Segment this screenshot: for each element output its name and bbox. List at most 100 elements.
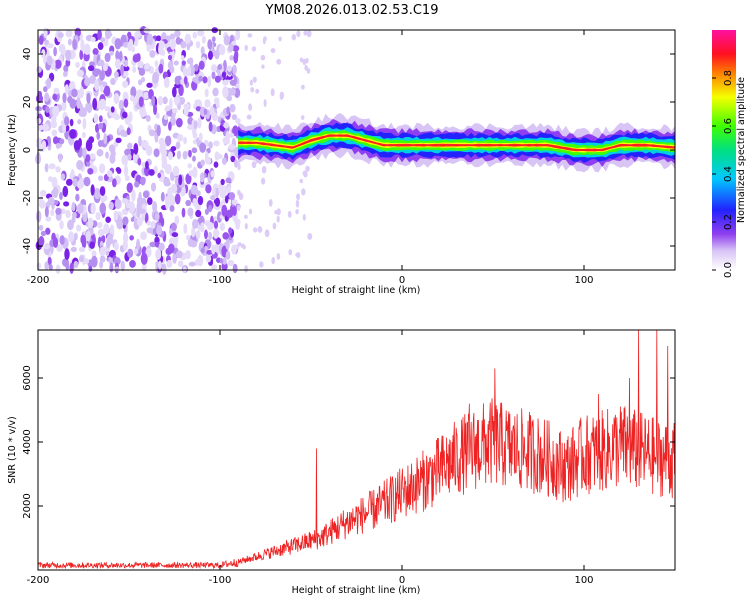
noise-cell — [225, 177, 232, 184]
noise-cell — [84, 77, 91, 87]
noise-cell — [214, 197, 221, 207]
noise-cell — [97, 59, 105, 67]
noise-cell — [86, 161, 91, 167]
noise-cell — [52, 93, 58, 101]
colorbar-tick-label: 0.0 — [723, 262, 734, 278]
noise-cell — [225, 250, 231, 261]
noise-cell — [86, 92, 91, 104]
noise-cell — [221, 71, 227, 79]
noise-cell — [36, 66, 42, 73]
noise-cell — [295, 208, 299, 215]
noise-cell — [187, 163, 193, 169]
noise-cell — [146, 33, 154, 46]
noise-cell — [146, 44, 151, 52]
noise-cell — [128, 111, 133, 123]
noise-cell — [130, 216, 135, 223]
noise-cell — [78, 109, 86, 117]
noise-cell — [155, 35, 162, 42]
noise-cell — [71, 216, 76, 224]
noise-cell — [39, 195, 43, 205]
noise-cell — [167, 151, 173, 161]
noise-cell — [47, 256, 52, 266]
noise-cell — [270, 88, 275, 97]
noise-cell — [96, 100, 102, 110]
noise-cell — [227, 259, 235, 267]
spectrogram-y-ticks: -40 -20 0 20 40 — [22, 48, 675, 254]
noise-cell — [306, 67, 311, 74]
noise-cell — [57, 32, 64, 38]
noise-cell — [105, 31, 113, 38]
noise-cell — [138, 79, 143, 86]
noise-cell — [98, 163, 106, 174]
noise-cell — [169, 97, 173, 110]
noise-cell — [118, 99, 125, 111]
noise-cell — [149, 241, 157, 248]
noise-cell — [126, 182, 133, 193]
noise-cell — [170, 38, 176, 51]
noise-cell — [46, 43, 54, 49]
noise-cell — [237, 189, 241, 196]
noise-cell — [191, 147, 198, 154]
noise-cell — [171, 107, 178, 114]
noise-cell — [137, 60, 144, 68]
noise-cell — [124, 59, 128, 68]
noise-cell — [113, 257, 121, 266]
noise-cell — [67, 95, 73, 104]
noise-cell — [44, 206, 49, 218]
noise-cell — [85, 103, 90, 111]
noise-cell — [160, 217, 165, 227]
noise-cell — [206, 249, 213, 255]
noise-cell — [76, 179, 85, 190]
noise-cell — [215, 153, 223, 160]
noise-cell — [132, 54, 139, 63]
noise-cell — [99, 260, 104, 269]
noise-cell — [183, 75, 188, 85]
noise-cell — [156, 124, 161, 137]
noise-cell — [104, 105, 110, 112]
noise-cell — [148, 169, 155, 176]
noise-cell — [247, 33, 253, 38]
noise-cell — [123, 98, 129, 108]
noise-cell — [94, 187, 101, 200]
noise-cell — [201, 35, 206, 44]
noise-cell — [59, 191, 63, 201]
noise-cell — [217, 211, 223, 223]
noise-cell — [136, 207, 141, 219]
noise-cell — [125, 202, 132, 209]
noise-cell — [272, 222, 277, 230]
noise-cell — [228, 43, 234, 52]
noise-cell — [166, 259, 173, 268]
noise-cell — [85, 230, 91, 242]
noise-cell — [97, 42, 104, 50]
noise-cell — [99, 84, 104, 93]
x-tick-label: -200 — [27, 275, 50, 286]
noise-cell — [208, 121, 213, 132]
noise-cell — [64, 84, 69, 95]
noise-cell — [306, 30, 312, 38]
noise-cell — [142, 190, 149, 199]
noise-cell — [192, 155, 196, 162]
noise-cell — [168, 121, 172, 131]
noise-cell — [213, 97, 219, 105]
noise-cell — [217, 64, 223, 70]
noise-cell — [43, 244, 50, 250]
noise-cell — [136, 238, 141, 251]
noise-cell — [303, 171, 308, 178]
noise-cell — [46, 77, 52, 89]
noise-cell — [221, 198, 226, 204]
noise-cell — [36, 117, 42, 125]
noise-cell — [296, 193, 301, 201]
snr-line — [37, 329, 676, 570]
noise-cell — [113, 241, 119, 251]
noise-cell — [121, 198, 129, 204]
noise-cell — [62, 123, 67, 134]
spectrogram-cells — [35, 25, 675, 275]
noise-cell — [220, 186, 227, 198]
y-tick-label: 40 — [22, 48, 33, 61]
noise-cell — [127, 41, 132, 52]
noise-cell — [48, 264, 53, 271]
x-tick-label: 100 — [574, 575, 593, 586]
noise-cell — [225, 239, 230, 250]
noise-cell — [73, 232, 78, 241]
noise-cell — [268, 199, 273, 207]
